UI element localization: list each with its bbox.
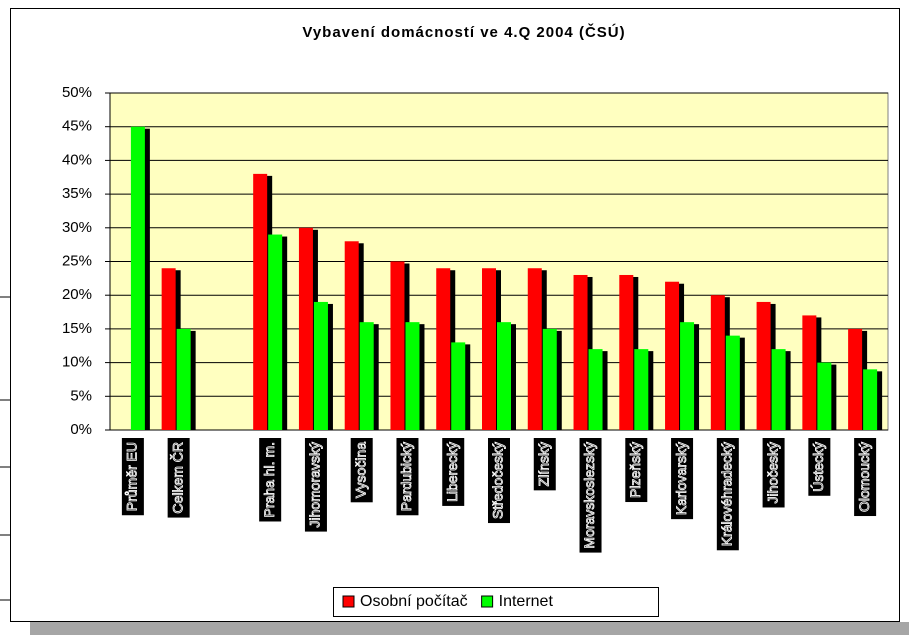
x-label-box [396,438,419,516]
x-label-box [488,438,510,524]
x-label-box [808,438,831,496]
x-tick-label: Středočeský [490,442,506,519]
frame-shadow [30,622,909,635]
x-tick-label: Vysočina [352,442,368,499]
x-label-group: Celkem ČR [167,438,190,518]
y-tick-label: 5% [70,387,92,404]
bar [451,342,466,430]
x-label-box [350,438,373,503]
bar [313,301,328,430]
bar [253,173,268,430]
x-label-box [671,438,694,520]
bar [390,261,405,430]
bar [619,274,634,430]
bar [405,322,420,430]
x-label-group: Karlovarský [671,438,694,520]
x-label-box [579,438,602,553]
bar [771,349,786,430]
bar [161,268,176,430]
x-label-group: Středočeský [488,438,510,524]
x-label-box [304,438,327,532]
x-label-group: Průměr EU [121,438,144,516]
x-label-group: Moravskoslezský [579,438,602,553]
x-tick-label: Průměr EU [124,442,140,511]
x-label-group: Jihočeský [762,438,785,508]
bar [588,349,603,430]
bar [817,362,832,430]
x-label-box [762,438,785,508]
x-label-group: Vysočina [350,438,373,503]
bar [725,335,740,430]
bar [680,322,695,430]
x-label-group: Liberecký [442,438,465,506]
x-label-group: Pardubický [396,438,419,516]
bar [573,274,588,430]
bar [527,268,542,430]
x-label-box [625,438,648,503]
legend-swatch [342,595,355,608]
x-label-box [716,438,739,551]
bar [542,328,557,430]
x-tick-label: Královéhradecký [719,442,735,546]
x-label-box [442,438,465,506]
x-label-group: Ústecký [808,438,831,496]
x-tick-label: Karlovarský [673,442,689,515]
x-label-group: Jihomoravský [304,438,327,532]
x-tick-label: Celkem ČR [169,442,185,514]
x-tick-label: Jihomoravský [307,442,323,528]
x-tick-label: Moravskoslezský [581,442,597,549]
y-tick-label: 25% [62,252,92,269]
y-tick-label: 35% [62,185,92,202]
chart-title: Vybavení domácností ve 4.Q 2004 (ČSÚ) [302,23,625,41]
y-tick-label: 40% [62,151,92,168]
x-tick-label: Jihočeský [764,442,780,503]
y-tick-label: 10% [62,354,92,371]
x-label-box [854,438,877,517]
legend-label: Internet [499,593,554,610]
x-tick-label: Pardubický [398,442,414,511]
legend [333,587,659,617]
bar [268,234,283,430]
bar [359,322,374,430]
bar [344,241,359,430]
x-label-group: Královéhradecký [716,438,739,551]
x-label-group: Olomoucký [854,438,877,517]
bar [436,268,451,430]
x-label-group: Zlínský [533,438,556,491]
y-tick-label: 30% [62,219,92,236]
x-label-group: Plzeňský [625,438,648,503]
bar [756,301,771,430]
bar [497,322,511,430]
bar [130,126,145,430]
y-tick-label: 0% [70,421,92,438]
bar [634,349,649,430]
x-label-box [259,438,282,522]
legend-swatch [481,595,494,608]
x-tick-label: Zlínský [535,442,551,486]
bar [863,369,878,430]
x-tick-label: Plzeňský [627,442,643,498]
y-tick-label: 20% [62,286,92,303]
x-tick-label: Olomoucký [856,442,872,512]
bar [710,295,725,430]
x-label-box [533,438,556,491]
bar [176,328,191,430]
bar [848,328,863,430]
x-label-box [121,438,144,516]
side-marks [0,296,10,601]
y-tick-label: 45% [62,118,92,135]
bar [665,281,680,430]
x-label-group: Praha hl. m. [259,438,282,522]
x-tick-label: Ústecký [810,442,826,492]
bar [802,315,817,430]
x-tick-label: Liberecký [444,442,460,502]
legend-label: Osobní počítač [360,593,468,610]
bar [298,227,313,430]
x-tick-label: Praha hl. m. [261,442,277,517]
bar [482,268,496,430]
y-tick-label: 50% [62,84,92,101]
y-tick-label: 15% [62,320,92,337]
x-label-box [167,438,190,518]
